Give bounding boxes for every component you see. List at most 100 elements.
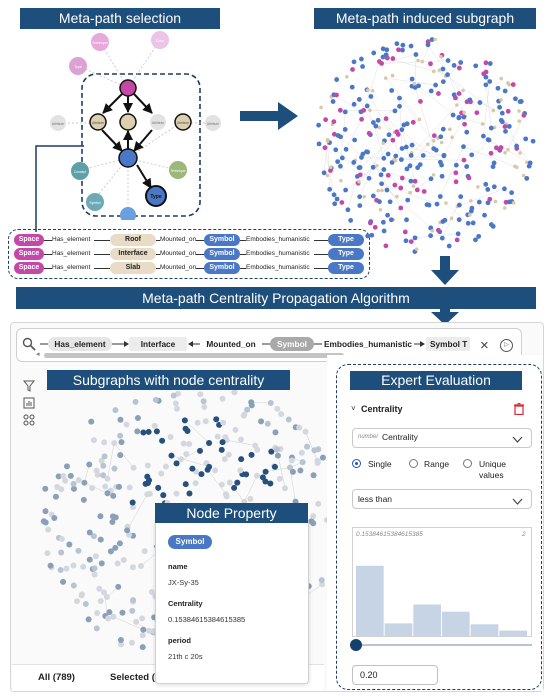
schema-node-technique: Technique <box>92 41 108 45</box>
subgraph-node <box>453 162 459 168</box>
subgraph-node <box>365 88 370 93</box>
meta-path-connector <box>314 268 328 269</box>
meta-path-connector <box>44 268 52 269</box>
property-period-key: period <box>168 636 191 645</box>
centrality-node <box>91 571 98 578</box>
meta-path-rel1: Has_element <box>52 236 91 243</box>
subgraph-node <box>506 147 510 152</box>
meta-path-connector <box>240 268 246 269</box>
threshold-input[interactable] <box>352 665 438 685</box>
subgraph-node <box>468 208 474 214</box>
subgraph-node <box>381 155 387 161</box>
histogram-bar <box>470 624 499 636</box>
query-scrollbar[interactable] <box>44 353 344 358</box>
centrality-node <box>167 434 174 441</box>
subgraph-edge <box>415 233 459 239</box>
subgraph-edge <box>457 188 505 207</box>
operator-select[interactable] <box>352 489 532 509</box>
subgraph-node <box>521 173 526 178</box>
mode-range-radio[interactable] <box>409 459 418 468</box>
subgraph-node <box>431 69 436 74</box>
subgraph-node <box>394 129 400 135</box>
subgraph-node <box>474 110 480 116</box>
centrality-node <box>97 598 104 605</box>
subgraph-node <box>360 64 365 69</box>
subgraph-node <box>421 189 427 194</box>
field-select[interactable] <box>352 428 532 448</box>
subgraph-node <box>332 201 338 207</box>
subgraph-node <box>319 105 323 110</box>
centrality-node <box>162 463 169 470</box>
subgraph-edge <box>479 102 503 114</box>
centrality-node <box>173 460 180 467</box>
centrality-node <box>115 583 122 590</box>
query-chip-symbol-type[interactable]: Symbol T <box>430 339 467 349</box>
scroll-left-icon[interactable]: ◂ <box>36 351 40 358</box>
subgraph-node <box>482 212 487 218</box>
centrality-node <box>264 420 271 427</box>
subgraph-node <box>455 103 459 107</box>
centrality-node <box>231 484 238 491</box>
meta-path-connector <box>44 240 52 241</box>
query-chip-embodies-humanistic[interactable]: Embodies_humanistic <box>324 339 412 349</box>
centrality-node <box>58 536 65 543</box>
chart-icon[interactable] <box>22 397 36 411</box>
subgraph-node <box>464 164 470 169</box>
subgraph-node <box>461 88 465 93</box>
centrality-node <box>94 610 101 617</box>
close-icon[interactable]: × <box>480 337 489 354</box>
query-search-icon[interactable] <box>22 337 36 351</box>
subgraph-node <box>462 110 466 115</box>
subgraph-edge <box>361 157 384 159</box>
run-button[interactable]: ▷ <box>500 339 513 352</box>
meta-path-connector <box>240 240 246 241</box>
subgraph-node <box>465 220 471 226</box>
centrality-node <box>60 578 67 585</box>
subgraph-node <box>370 193 376 199</box>
tab-selected[interactable]: Selected (1) <box>110 672 164 683</box>
query-chip-symbol[interactable]: Symbol <box>277 339 307 349</box>
tab-all[interactable]: All (789) <box>38 672 75 683</box>
centrality-node <box>237 436 244 443</box>
subgraph-node <box>444 201 448 205</box>
centrality-node <box>96 585 103 592</box>
centrality-node <box>139 644 146 651</box>
query-chip-has-element[interactable]: Has_element <box>54 339 105 349</box>
centrality-node <box>132 398 139 405</box>
subgraph-node <box>490 223 496 229</box>
mode-single-radio[interactable] <box>352 459 361 468</box>
centrality-node <box>285 416 292 423</box>
subgraph-node <box>440 219 446 224</box>
subgraph-node <box>408 43 414 49</box>
centrality-node <box>201 403 208 410</box>
delete-icon[interactable] <box>514 402 524 420</box>
subgraph-node <box>383 76 388 80</box>
layout-icon[interactable] <box>22 414 36 428</box>
query-chip-interface[interactable]: Interface <box>141 339 176 349</box>
meta-path-rel2: Mounted_on <box>160 264 197 271</box>
subgraph-node <box>440 79 446 85</box>
centrality-node <box>91 565 98 572</box>
slider-thumb[interactable] <box>350 639 362 651</box>
subgraph-node <box>417 162 423 167</box>
centrality-node <box>98 457 105 464</box>
centrality-section-title[interactable]: Centrality <box>361 404 403 414</box>
subgraph-node <box>428 176 434 182</box>
filter-icon[interactable] <box>22 380 36 394</box>
slider-track[interactable] <box>356 644 532 646</box>
centrality-node <box>184 427 191 434</box>
subgraph-node <box>476 233 482 239</box>
subgraph-edge <box>367 105 385 159</box>
mode-unique-radio[interactable] <box>463 459 472 468</box>
subgraph-node <box>455 231 461 237</box>
centrality-node <box>86 529 93 536</box>
centrality-node <box>129 499 136 506</box>
query-chip-mounted-on[interactable]: Mounted_on <box>206 339 255 349</box>
subgraph-node <box>397 95 402 101</box>
centrality-node <box>145 627 152 634</box>
property-name-key: name <box>168 562 188 571</box>
centrality-node <box>181 417 188 424</box>
centrality-section-chevron[interactable]: ˅ <box>351 404 356 413</box>
centrality-node <box>271 463 278 470</box>
subgraph-node <box>409 142 415 148</box>
